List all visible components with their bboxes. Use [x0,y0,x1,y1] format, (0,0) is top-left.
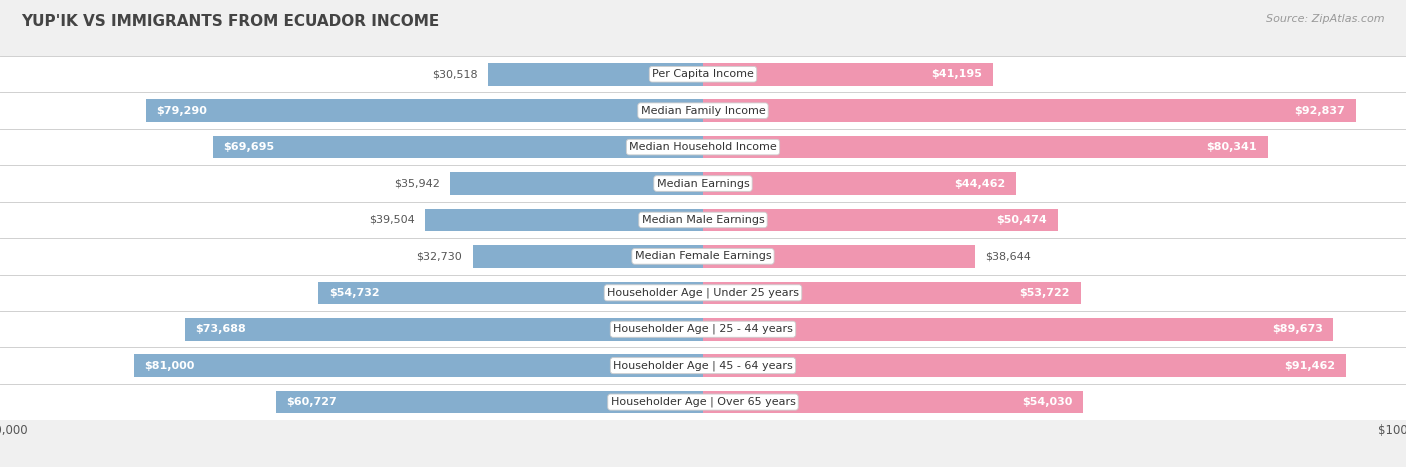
Bar [703,245,974,268]
Bar [318,282,703,304]
Bar [0,275,1406,311]
Text: Householder Age | Under 25 years: Householder Age | Under 25 years [607,288,799,298]
Bar [450,172,703,195]
Bar [0,347,1406,384]
Text: $53,722: $53,722 [1019,288,1070,298]
Text: $79,290: $79,290 [156,106,207,116]
Bar [703,282,1081,304]
Text: $73,688: $73,688 [195,324,246,334]
Bar [488,63,703,85]
Text: $39,504: $39,504 [368,215,415,225]
Bar [703,99,1355,122]
Text: $50,474: $50,474 [997,215,1047,225]
Bar [276,391,703,413]
Bar [703,172,1015,195]
Text: Median Male Earnings: Median Male Earnings [641,215,765,225]
Bar [703,63,993,85]
Bar [703,391,1083,413]
Text: $54,732: $54,732 [329,288,380,298]
Text: $41,195: $41,195 [931,69,981,79]
Bar [0,384,1406,420]
Bar [0,202,1406,238]
Text: $54,030: $54,030 [1022,397,1073,407]
Bar [0,311,1406,347]
Bar [703,354,1346,377]
Text: Median Female Earnings: Median Female Earnings [634,251,772,262]
Text: $69,695: $69,695 [224,142,274,152]
Text: $30,518: $30,518 [432,69,478,79]
Bar [425,209,703,231]
Bar [214,136,703,158]
Text: Householder Age | Over 65 years: Householder Age | Over 65 years [610,397,796,407]
Bar [0,238,1406,275]
Text: Median Earnings: Median Earnings [657,178,749,189]
Text: $32,730: $32,730 [416,251,463,262]
Bar [0,165,1406,202]
Text: $92,837: $92,837 [1295,106,1346,116]
Text: $80,341: $80,341 [1206,142,1257,152]
Text: Per Capita Income: Per Capita Income [652,69,754,79]
Text: $44,462: $44,462 [953,178,1005,189]
Bar [472,245,703,268]
Bar [146,99,703,122]
Text: $81,000: $81,000 [143,361,194,371]
Text: Median Household Income: Median Household Income [628,142,778,152]
Bar [703,209,1057,231]
Text: Source: ZipAtlas.com: Source: ZipAtlas.com [1267,14,1385,24]
Text: $38,644: $38,644 [986,251,1031,262]
Text: $91,462: $91,462 [1284,361,1336,371]
Text: Householder Age | 45 - 64 years: Householder Age | 45 - 64 years [613,361,793,371]
Text: Householder Age | 25 - 44 years: Householder Age | 25 - 44 years [613,324,793,334]
Bar [703,318,1333,340]
Bar [703,136,1268,158]
Bar [186,318,703,340]
Bar [134,354,703,377]
Text: $60,727: $60,727 [287,397,337,407]
Text: $35,942: $35,942 [394,178,440,189]
Text: $89,673: $89,673 [1272,324,1323,334]
Bar [0,92,1406,129]
Bar [0,56,1406,92]
Text: YUP'IK VS IMMIGRANTS FROM ECUADOR INCOME: YUP'IK VS IMMIGRANTS FROM ECUADOR INCOME [21,14,439,29]
Bar [0,129,1406,165]
Text: Median Family Income: Median Family Income [641,106,765,116]
